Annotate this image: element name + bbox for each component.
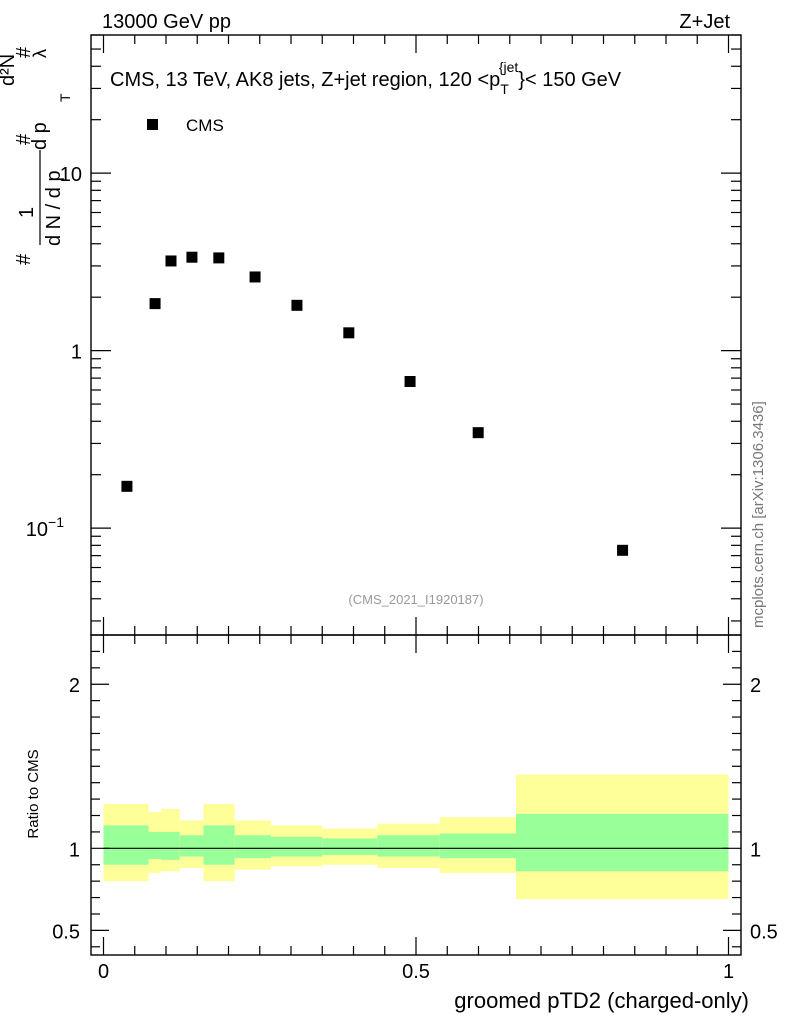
ylabel-lambda: λ xyxy=(30,49,50,58)
chart-title-sup: {jet xyxy=(499,59,519,75)
stat-band xyxy=(439,833,516,859)
x-tick-label: 1 xyxy=(723,961,734,983)
stat-band xyxy=(271,836,323,857)
y-tick-label: 10 xyxy=(60,164,82,186)
data-point xyxy=(343,327,355,339)
data-point xyxy=(472,427,484,439)
ylabel-hash-3: # xyxy=(13,46,35,58)
stat-band xyxy=(161,831,180,860)
stat-band xyxy=(203,825,235,865)
ratio-y-tick-label-right: 1 xyxy=(750,839,761,861)
chart-title: CMS, 13 TeV, AK8 jets, Z+jet region, 120… xyxy=(110,59,622,97)
data-point xyxy=(404,376,416,388)
ylabel-dp: d p xyxy=(29,122,51,150)
data-point xyxy=(617,544,629,556)
legend-label: CMS xyxy=(186,116,224,135)
y-tick-label: 10−1 xyxy=(26,514,64,541)
x-tick-label: 0.5 xyxy=(402,961,430,983)
ratio-bands xyxy=(103,774,729,900)
main-axis-ticks xyxy=(91,34,741,635)
y-tick-label: 1 xyxy=(71,342,82,364)
ylabel-sub-T: T xyxy=(57,93,73,102)
data-point xyxy=(213,252,225,264)
chart-title-suffix: }< 150 GeV xyxy=(518,69,622,91)
ratio-axis-ticks xyxy=(91,635,741,955)
ylabel-dN-dp: d N / d p xyxy=(43,170,65,246)
ylabel-d2N: d²N xyxy=(0,54,19,86)
ylabel-hash-2: # xyxy=(13,133,35,145)
ratio-y-tick-label-right: 2 xyxy=(750,675,761,697)
x-tick-label: 0 xyxy=(98,961,109,983)
ratio-x-tick-labels: 0 0.5 1 xyxy=(98,961,734,983)
ratio-y-tick-label-right: 0.5 xyxy=(750,921,778,943)
ratio-panel: 0.5 0.51 12 2 0 0.5 1 Ratio to CMS groomed pT… xyxy=(25,634,778,1013)
watermark: mcplots.cern.ch [arXiv:1306.3436] xyxy=(750,401,767,628)
data-point xyxy=(186,251,198,263)
ylabel-hash-1: # xyxy=(13,253,35,265)
ratio-y-tick-labels: 0.5 0.5 1 1 2 2 xyxy=(52,675,778,943)
ratio-y-tick-label-left: 1 xyxy=(69,839,80,861)
legend-marker xyxy=(147,119,158,130)
main-panel: 10−1 1 10 CMS, 13 TeV, AK8 jets, Z+jet reg… xyxy=(0,34,742,636)
data-point xyxy=(149,298,161,310)
x-axis-label: groomed pTD2 (charged-only) xyxy=(454,988,749,1013)
stat-band xyxy=(377,835,440,857)
chart-title-prefix: CMS, 13 TeV, AK8 jets, Z+jet region, 120… xyxy=(110,69,500,91)
ratio-y-axis-label: Ratio to CMS xyxy=(25,749,42,838)
stat-band xyxy=(103,825,149,865)
main-data-marks xyxy=(121,251,629,556)
main-y-axis-label: # 1 d N / d p # d p T # d²N λ xyxy=(0,46,73,265)
stat-band xyxy=(516,813,729,872)
stat-band xyxy=(322,838,378,855)
main-y-tick-labels: 10−1 1 10 xyxy=(26,164,82,541)
data-point xyxy=(249,271,261,283)
ylabel-one: 1 xyxy=(16,207,38,218)
reference-label: (CMS_2021_I1920187) xyxy=(348,592,483,607)
stat-band xyxy=(179,835,204,857)
data-point xyxy=(165,255,177,267)
data-point xyxy=(291,299,303,311)
chart-title-sub: T xyxy=(500,81,509,97)
data-point xyxy=(121,480,133,492)
ratio-y-tick-label-left: 0.5 xyxy=(52,921,80,943)
stat-band xyxy=(148,831,161,859)
ratio-y-tick-label-left: 2 xyxy=(69,675,80,697)
process-label: Z+Jet xyxy=(679,11,730,33)
stat-band xyxy=(234,835,271,859)
energy-label: 13000 GeV pp xyxy=(102,11,231,33)
